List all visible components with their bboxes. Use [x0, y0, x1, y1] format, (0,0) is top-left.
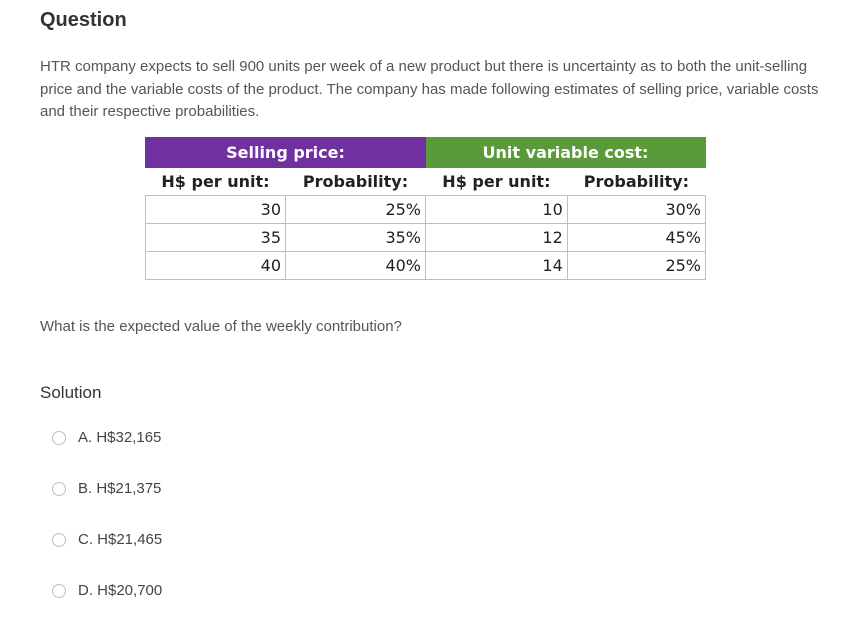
- radio-icon[interactable]: [52, 481, 66, 496]
- option-a[interactable]: A. H$32,165: [52, 429, 161, 446]
- table-cell: 25%: [566, 251, 707, 280]
- question-heading: Question: [40, 9, 127, 31]
- table-cell: 30: [145, 195, 286, 224]
- table-cell: 40: [145, 251, 286, 280]
- unit-variable-cost-header: Unit variable cost:: [425, 137, 706, 168]
- col-header-uc-price: H$ per unit:: [442, 172, 551, 191]
- table-cell: 30%: [566, 195, 707, 224]
- solution-heading: Solution: [40, 383, 102, 402]
- table-cell: 40%: [285, 251, 426, 280]
- col-header-sp-probability: Probability:: [302, 172, 409, 191]
- question-paragraph: HTR company expects to sell 900 units pe…: [40, 58, 819, 120]
- radio-icon[interactable]: [52, 583, 66, 598]
- option-label: B. H$21,375: [78, 480, 162, 497]
- radio-icon[interactable]: [52, 430, 66, 445]
- option-b[interactable]: B. H$21,375: [52, 480, 161, 497]
- table-row: 30 25% 10 30%: [145, 195, 707, 224]
- table-cell: 45%: [566, 223, 707, 252]
- option-label: A. H$32,165: [78, 429, 162, 446]
- table-row: 35 35% 12 45%: [145, 223, 707, 252]
- option-label: D. H$20,700: [78, 582, 163, 599]
- question-prompt: What is the expected value of the weekly…: [40, 318, 402, 335]
- table-cell: 12: [425, 223, 568, 252]
- table-cell: 25%: [285, 195, 426, 224]
- table-cell: 14: [425, 251, 568, 280]
- option-c[interactable]: C. H$21,465: [52, 531, 162, 548]
- estimates-table: Selling price: Unit variable cost: H$ pe…: [145, 137, 707, 280]
- table-cell: 10: [425, 195, 568, 224]
- col-header-uc-probability: Probability:: [583, 172, 690, 191]
- table-cell: 35%: [285, 223, 426, 252]
- option-d[interactable]: D. H$20,700: [52, 582, 162, 599]
- radio-icon[interactable]: [52, 532, 66, 547]
- table-row: 40 40% 14 25%: [145, 251, 707, 280]
- option-label: C. H$21,465: [78, 531, 163, 548]
- col-header-sp-price: H$ per unit:: [161, 172, 270, 191]
- table-cell: 35: [145, 223, 286, 252]
- selling-price-header: Selling price:: [145, 137, 426, 168]
